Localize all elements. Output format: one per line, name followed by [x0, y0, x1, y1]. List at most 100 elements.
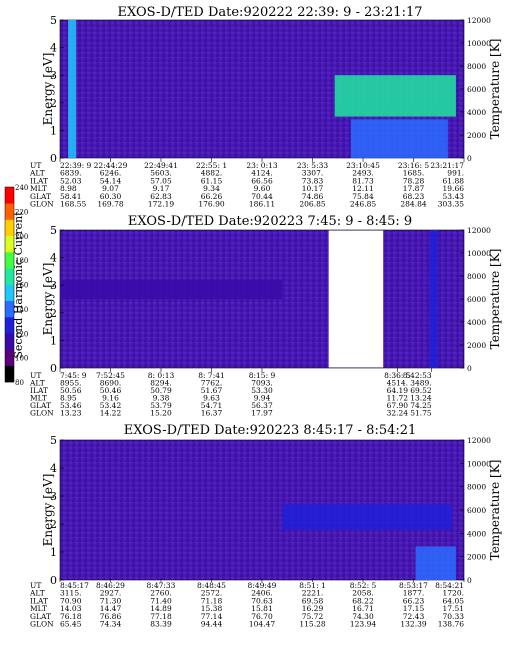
heatmap-region	[68, 20, 77, 158]
table-cell: 176.90	[198, 200, 224, 209]
table-cell: 12.11	[352, 184, 373, 193]
colorbar-swatch	[5, 284, 14, 302]
table-cell: 10.17	[302, 184, 324, 193]
y2-tick-label: 12000	[467, 226, 491, 235]
y2-tick-label: 2000	[467, 553, 486, 562]
table-cell: 66.56	[251, 176, 273, 185]
table-cell: 17.51	[443, 604, 464, 613]
table-cell: 62.83	[150, 192, 172, 201]
table-cell: 9.63	[203, 394, 220, 403]
table-cell: 50.79	[150, 386, 172, 395]
y-tick-label: 0	[50, 574, 57, 587]
table-cell: 9.38	[153, 394, 170, 403]
y-axis-label-right: Temperature [K]	[488, 249, 502, 350]
table-cell: 16.29	[302, 604, 324, 613]
colorbar-swatch	[5, 219, 14, 237]
colorbar-swatch	[5, 203, 14, 220]
y-axis-right: 0 2000 4000 6000 8000 10000 12000	[460, 436, 491, 585]
colorbar-swatch	[5, 300, 14, 318]
table-cell: 17.87	[403, 184, 425, 193]
table-cell: 15.20	[150, 409, 172, 418]
table-cell: 76.18	[60, 612, 82, 621]
table-cell: 70.33	[443, 612, 465, 621]
y-tick-label: 2	[50, 518, 57, 531]
colorbar-scale	[4, 186, 15, 383]
table-cell: 51.67	[201, 386, 223, 395]
colorbar-ticks: 80 100 120 140 160 180 200 220 240	[15, 184, 28, 387]
colorbar-swatch	[5, 268, 14, 285]
table-cell: 17.97	[251, 409, 273, 418]
table-cell: 23:16: 5	[398, 161, 430, 170]
row-label: ALT	[29, 169, 45, 178]
panel-2: EXOS-D/TED Date:920223 7:45: 9 - 8:45: 9…	[29, 214, 502, 418]
table-cell: 66.26	[201, 192, 223, 201]
colorbar-tick-label: 220	[15, 208, 28, 216]
row-label: GLON	[30, 409, 54, 418]
table-cell: 8: 7:41	[198, 371, 225, 380]
table-cell: 69.58	[302, 596, 324, 605]
y2-tick-label: 2000	[467, 341, 486, 350]
table-cell: 115.28	[299, 620, 325, 629]
table-cell: 4124.	[251, 169, 272, 178]
row-label: GLAT	[30, 401, 51, 410]
table-cell: 4514.	[387, 379, 408, 388]
table-cell: 77.14	[201, 612, 223, 621]
y2-tick-label: 10000	[467, 39, 491, 48]
table-cell: 74.34	[100, 620, 122, 629]
panel-title: EXOS-D/TED Date:920223 8:45:17 - 8:54:21	[124, 423, 417, 438]
table-cell: 7762.	[201, 379, 222, 388]
panel-1: EXOS-D/TED Date:920222 22:39: 9 - 23:21:…	[29, 5, 502, 209]
table-cell: 123.94	[350, 620, 376, 629]
y2-tick-label: 12000	[467, 16, 491, 25]
table-cell: 186.11	[249, 200, 275, 209]
y2-tick-label: 0	[467, 364, 472, 373]
row-label: MLT	[30, 394, 47, 403]
y2-tick-label: 12000	[467, 436, 491, 445]
heatmap-region	[415, 546, 456, 580]
row-label: GLON	[30, 200, 54, 209]
table-cell: 1685.	[403, 169, 424, 178]
table-cell: 2058.	[352, 589, 373, 598]
heatmap-region	[334, 75, 456, 117]
y2-tick-label: 10000	[467, 249, 491, 258]
table-cell: 94.44	[201, 620, 223, 629]
table-cell: 8:52: 5	[350, 581, 377, 590]
table-cell: 68.23	[403, 192, 425, 201]
table-cell: 19.66	[443, 184, 465, 193]
table-cell: 75.84	[352, 192, 374, 201]
table-cell: 22:49:41	[144, 161, 178, 170]
row-label: MLT	[30, 604, 47, 613]
table-cell: 303.35	[438, 200, 464, 209]
table-cell: 8.95	[60, 394, 77, 403]
y2-tick-label: 8000	[467, 272, 486, 281]
row-label: UT	[30, 581, 41, 590]
table-cell: 14.89	[150, 604, 172, 613]
y-tick-label: 1	[50, 546, 57, 559]
colorbar-tick-label: 140	[15, 306, 28, 314]
table-cell: 6246.	[100, 169, 121, 178]
y-tick-label: 1	[50, 334, 57, 347]
y-axis-left: 0 1 2 3 4 5	[50, 224, 64, 375]
y-axis-label-right: Temperature [K]	[488, 39, 502, 140]
table-cell: 23:21:17	[430, 161, 464, 170]
table-cell: 53.46	[60, 401, 82, 410]
y2-tick-label: 6000	[467, 506, 486, 515]
y2-tick-label: 2000	[467, 131, 486, 140]
table-cell: 13.24	[410, 394, 432, 403]
colorbar-swatch	[5, 365, 14, 383]
table-cell: 23: 5:33	[297, 161, 329, 170]
table-cell: 4882.	[201, 169, 222, 178]
heatmap-features	[282, 504, 456, 580]
table-cell: 1720.	[443, 589, 464, 598]
row-label: ILAT	[30, 596, 48, 605]
colorbar-tick-label: 80	[15, 379, 24, 387]
heatmap-region	[60, 279, 283, 299]
panel-3: EXOS-D/TED Date:920223 8:45:17 - 8:54:21…	[29, 423, 502, 629]
colorbar-frame	[4, 186, 15, 383]
table-cell: 61.15	[201, 176, 223, 185]
colorbar-tick-label: 200	[15, 233, 28, 241]
table-cell: 8:53:17	[399, 581, 428, 590]
table-cell: 14.03	[60, 604, 82, 613]
